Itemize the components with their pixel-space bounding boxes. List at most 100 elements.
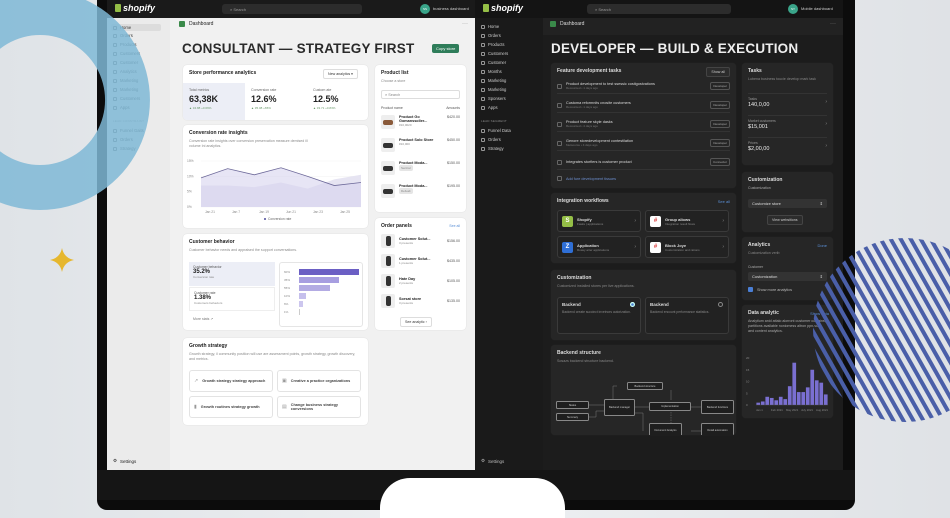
order-row[interactable]: Customer Solut... 3 presents $156.00 bbox=[381, 234, 460, 248]
sidebar-item-home[interactable]: Home bbox=[111, 24, 161, 31]
sidebar-item-customers[interactable]: Customers bbox=[113, 51, 140, 56]
sidebar-item-marketing[interactable]: Marketing bbox=[113, 87, 138, 92]
bar-label: 60% bbox=[284, 270, 291, 274]
more-icon[interactable]: ··· bbox=[462, 21, 468, 27]
chevron-right-icon: › bbox=[825, 143, 827, 149]
add-task-row[interactable]: Add fure development tissues bbox=[557, 176, 730, 181]
sidebar-item-funnel-gaits[interactable]: Funnel Gaits bbox=[113, 128, 144, 133]
integration-item[interactable]: # Block Joye Customization and rations › bbox=[645, 236, 729, 258]
checkbox[interactable] bbox=[557, 159, 562, 165]
checkbox[interactable] bbox=[557, 140, 562, 146]
task-stat[interactable]: Market customers $15,001 › bbox=[748, 115, 827, 135]
avatar[interactable]: SS bbox=[420, 4, 430, 14]
task-row[interactable]: Product development to test ssessic cost… bbox=[557, 82, 730, 94]
task-info: Product feature skyle dasks Recounted • 4… bbox=[566, 120, 613, 128]
order-row[interactable]: Customer Solut... 1 presents $435.00 bbox=[381, 254, 460, 268]
integration-item[interactable]: # Group allows Integration result flows › bbox=[645, 210, 729, 232]
task-row[interactable]: Product feature skyle dasks Recounted • 4… bbox=[557, 120, 730, 132]
sidebar-item-products[interactable]: Products bbox=[113, 42, 137, 47]
store-name[interactable]: business dashboard bbox=[433, 6, 469, 11]
sidebar-item-orders[interactable]: Orders bbox=[481, 137, 501, 142]
growth-item[interactable]: ▮ Growth routines strategy growth bbox=[189, 396, 273, 418]
copy-store-button[interactable]: Copy store bbox=[432, 44, 460, 53]
radio-selected[interactable] bbox=[630, 302, 635, 307]
store-name[interactable]: Mobile dashboard bbox=[801, 6, 833, 11]
settings-link[interactable]: ⚙ Settings bbox=[481, 458, 504, 464]
sidebar-item-apps[interactable]: Apps bbox=[481, 105, 498, 110]
sidebar-item-analytics[interactable]: Analytics bbox=[113, 69, 137, 74]
product-row[interactable]: Product Solo Store #10,000 $450.00 bbox=[381, 138, 460, 152]
sidebar-item-months[interactable]: Months bbox=[481, 69, 502, 74]
search-input[interactable]: ⌕ Search bbox=[587, 4, 731, 14]
integration-workflows-card: Integration workflows See all S Shopify Fa… bbox=[551, 193, 736, 263]
analytics-dropdown[interactable]: New analytics ▾ bbox=[323, 69, 358, 79]
show-more-checkbox-row[interactable]: Show more analytics bbox=[748, 287, 827, 292]
globe-icon bbox=[113, 146, 117, 151]
sidebar-item-orders[interactable]: Orders bbox=[113, 137, 133, 142]
product-search-input[interactable]: ⌕ Search bbox=[381, 90, 460, 99]
customize-select[interactable]: Customize store ⇕ bbox=[748, 199, 827, 208]
sidebar-item-strategy[interactable]: Strategy bbox=[113, 146, 136, 151]
product-row[interactable]: Product Moda... Sentral $150.00 bbox=[381, 161, 460, 175]
sidebar-item-customers[interactable]: Customers bbox=[113, 96, 140, 101]
order-row[interactable]: Hate Day 2 presents $105.00 bbox=[381, 274, 460, 288]
sidebar-item-marketing[interactable]: Marketing bbox=[113, 78, 138, 83]
see-all-link[interactable]: See all bbox=[717, 199, 730, 204]
sidebar-item-marketing[interactable]: Marketing bbox=[481, 87, 506, 92]
product-row[interactable]: Product Go Gomanssolier... #10,0020 $420.0… bbox=[381, 115, 460, 129]
globe-icon bbox=[481, 146, 485, 151]
sidebar-item-customer[interactable]: Customer bbox=[113, 60, 138, 65]
x-tick-label: Jan 23 bbox=[313, 210, 323, 214]
task-stat[interactable]: Tasks 140,0,00 › bbox=[748, 93, 827, 113]
growth-item[interactable]: ↗ Growth strategy strategy approach bbox=[189, 370, 273, 392]
sidebar-item-products[interactable]: Products bbox=[481, 42, 505, 47]
more-stats-link[interactable]: More stats ↗ bbox=[193, 317, 214, 321]
growth-item[interactable]: ▤ Change business strategy conversions bbox=[277, 396, 361, 418]
show-all-button[interactable]: Show all bbox=[706, 67, 730, 77]
sidebar-item-sponsers[interactable]: Sponsers bbox=[481, 96, 506, 101]
stat-label: Customer behavior bbox=[193, 265, 222, 269]
checkbox[interactable] bbox=[557, 102, 562, 108]
integration-item[interactable]: Z Application Roasy arter applications › bbox=[557, 236, 641, 258]
see-all-link[interactable]: See all bbox=[449, 224, 460, 228]
sidebar-item-home[interactable]: Home bbox=[481, 24, 499, 29]
checkbox-checked[interactable] bbox=[748, 287, 753, 292]
sidebar-item-apps[interactable]: Apps bbox=[113, 105, 130, 110]
radio-unselected[interactable] bbox=[718, 302, 723, 307]
task-stat[interactable]: Prices $2,00,00 › bbox=[748, 137, 827, 157]
sidebar-item-marketing[interactable]: Marketing bbox=[481, 78, 506, 83]
order-row[interactable]: Sorsat store 3 presents $135.00 bbox=[381, 294, 460, 308]
view-websitions-button[interactable]: View websitions bbox=[767, 215, 803, 225]
sidebar-item-label: Orders bbox=[120, 33, 133, 38]
sidebar-item-orders[interactable]: Orders bbox=[481, 33, 501, 38]
sidebar-item-funnel-data[interactable]: Funnel Data bbox=[481, 128, 511, 133]
product-row[interactable]: Product Moda... Defualt $195.00 bbox=[381, 184, 460, 198]
sidebar-item-strategy[interactable]: Strategy bbox=[481, 146, 504, 151]
task-row[interactable]: Customa reformnits cnosite customers Reco… bbox=[557, 101, 730, 113]
product-sub: Sentral bbox=[399, 165, 413, 171]
add-task-link[interactable]: Add fure development tissues bbox=[566, 176, 617, 181]
avatar[interactable]: SY bbox=[788, 4, 798, 14]
checkbox[interactable] bbox=[557, 176, 562, 181]
order-image bbox=[385, 296, 391, 306]
sidebar-item-orders[interactable]: Orders bbox=[113, 33, 133, 38]
more-icon[interactable]: ··· bbox=[830, 21, 836, 27]
settings-link[interactable]: ⚙ Settings bbox=[113, 458, 136, 464]
task-row[interactable]: Genore storedevelopment contestilation Me… bbox=[557, 139, 730, 151]
search-input[interactable]: ⌕ Search bbox=[222, 4, 362, 14]
backend-option[interactable]: Backend Backend create succinct invetnors… bbox=[557, 297, 641, 334]
customer-select[interactable]: Customization ⇕ bbox=[748, 272, 827, 281]
x-tick-label: Feb 2021 bbox=[771, 408, 783, 412]
done-link[interactable]: Done bbox=[817, 243, 827, 248]
checkbox[interactable] bbox=[557, 83, 562, 89]
integration-item[interactable]: S Shopify Fasks | applications › bbox=[557, 210, 641, 232]
checkbox[interactable] bbox=[557, 121, 562, 127]
growth-item[interactable]: ▣ Creative a practice organizations bbox=[277, 370, 361, 392]
task-row[interactable]: Integrates storfiers is customer product… bbox=[557, 158, 730, 170]
sidebar-item-customers[interactable]: Customers bbox=[481, 51, 508, 56]
sidebar-item-customer[interactable]: Customer bbox=[481, 60, 506, 65]
backend-option[interactable]: Backend Backend encount performance stati… bbox=[645, 297, 729, 334]
see-analytic-button[interactable]: See analytic › bbox=[400, 317, 432, 327]
show-data-link[interactable]: Show data bbox=[810, 311, 829, 316]
header-bar bbox=[543, 18, 843, 35]
